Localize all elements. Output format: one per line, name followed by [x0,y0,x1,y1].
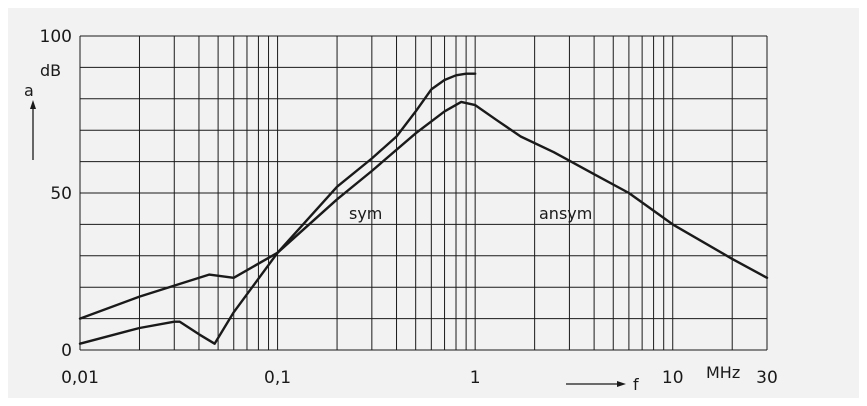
x-tick-label: 1 [470,368,481,388]
x-axis-label: f [633,375,639,394]
x-tick-label: 0,1 [264,368,291,388]
y-axis-arrowhead [30,100,36,109]
grid [79,35,768,351]
x-axis-arrowhead [617,381,626,387]
y-axis-label: a [24,81,34,100]
y-axis-unit: dB [40,61,61,80]
y-tick-label: 50 [50,184,72,204]
curves [78,72,769,345]
y-tick-label: 100 [40,27,72,47]
series-label-sym: sym [349,204,382,223]
tick-labels: 0,01 0,1 1 10 30 0 50 100 [40,27,778,388]
chart-frame [8,8,859,398]
x-axis-unit: MHz [706,363,740,382]
x-tick-label: 30 [756,368,778,388]
y-tick-label: 0 [61,341,72,361]
x-tick-label: 10 [662,368,684,388]
x-tick-label: 0,01 [61,368,99,388]
series-label-ansym: ansym [539,204,592,223]
series-line-ansym [78,100,769,320]
series-line-sym [78,72,477,345]
